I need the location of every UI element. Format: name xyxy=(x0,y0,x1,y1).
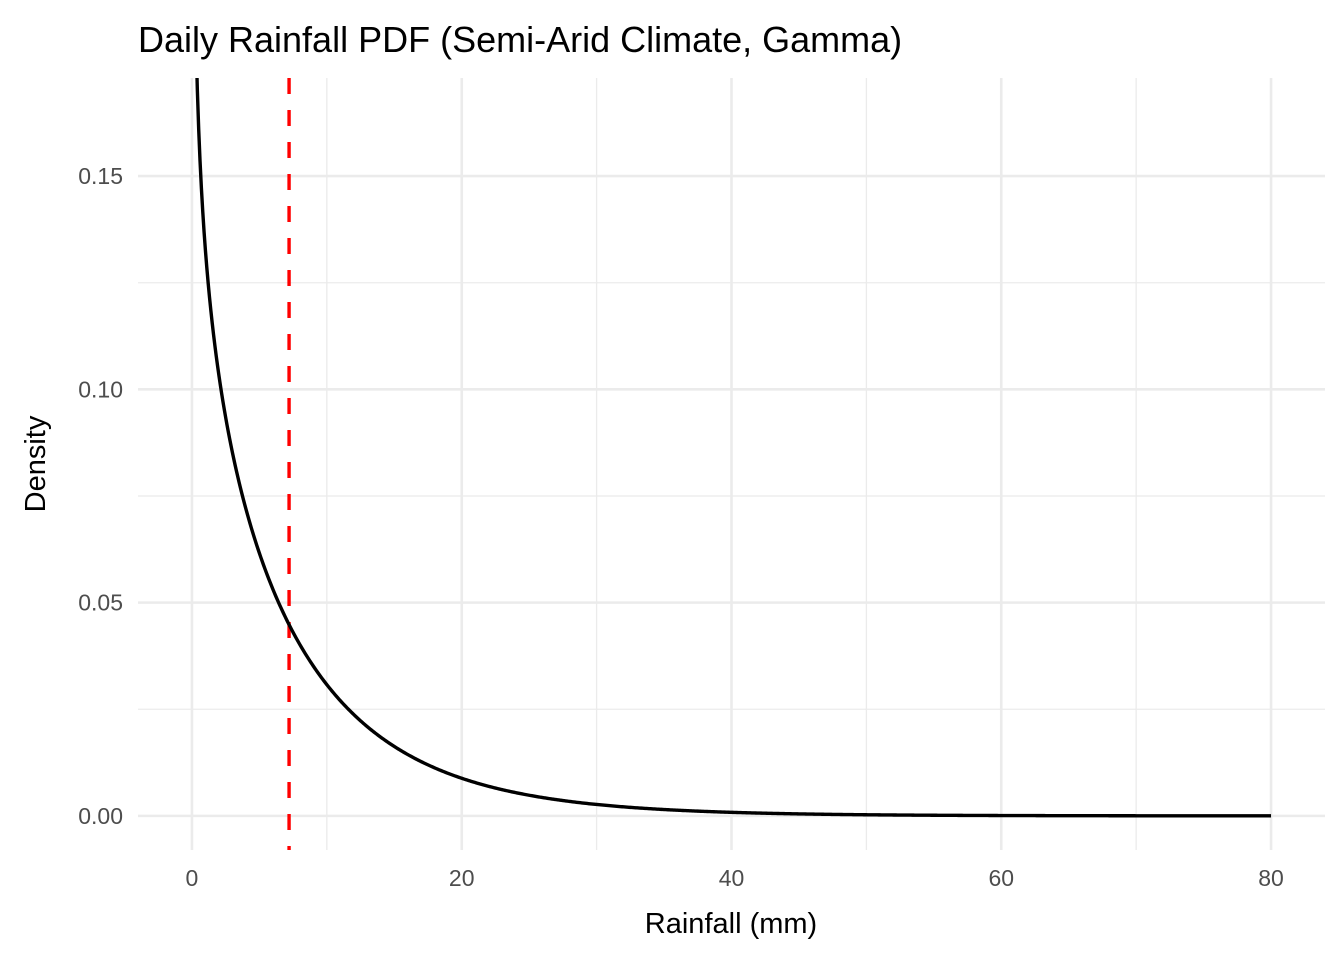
chart-title: Daily Rainfall PDF (Semi-Arid Climate, G… xyxy=(138,19,902,60)
x-tick-label: 40 xyxy=(719,865,745,891)
y-tick-label: 0.05 xyxy=(78,590,123,616)
y-tick-label: 0.00 xyxy=(78,803,123,829)
x-tick-label: 0 xyxy=(186,865,199,891)
x-tick-label: 20 xyxy=(449,865,475,891)
x-tick-label: 60 xyxy=(988,865,1014,891)
y-tick-label: 0.10 xyxy=(78,376,123,402)
x-tick-label: 80 xyxy=(1258,865,1284,891)
y-axis-ticks: 0.00 0.05 0.10 0.15 xyxy=(78,163,123,829)
x-axis-title: Rainfall (mm) xyxy=(645,908,817,940)
y-axis-title: Density xyxy=(20,415,52,512)
grid xyxy=(138,78,1325,850)
series xyxy=(195,77,1272,818)
x-axis-ticks: 0 20 40 60 80 xyxy=(186,865,1284,891)
density-curve xyxy=(195,77,1272,818)
y-tick-label: 0.15 xyxy=(78,163,123,189)
